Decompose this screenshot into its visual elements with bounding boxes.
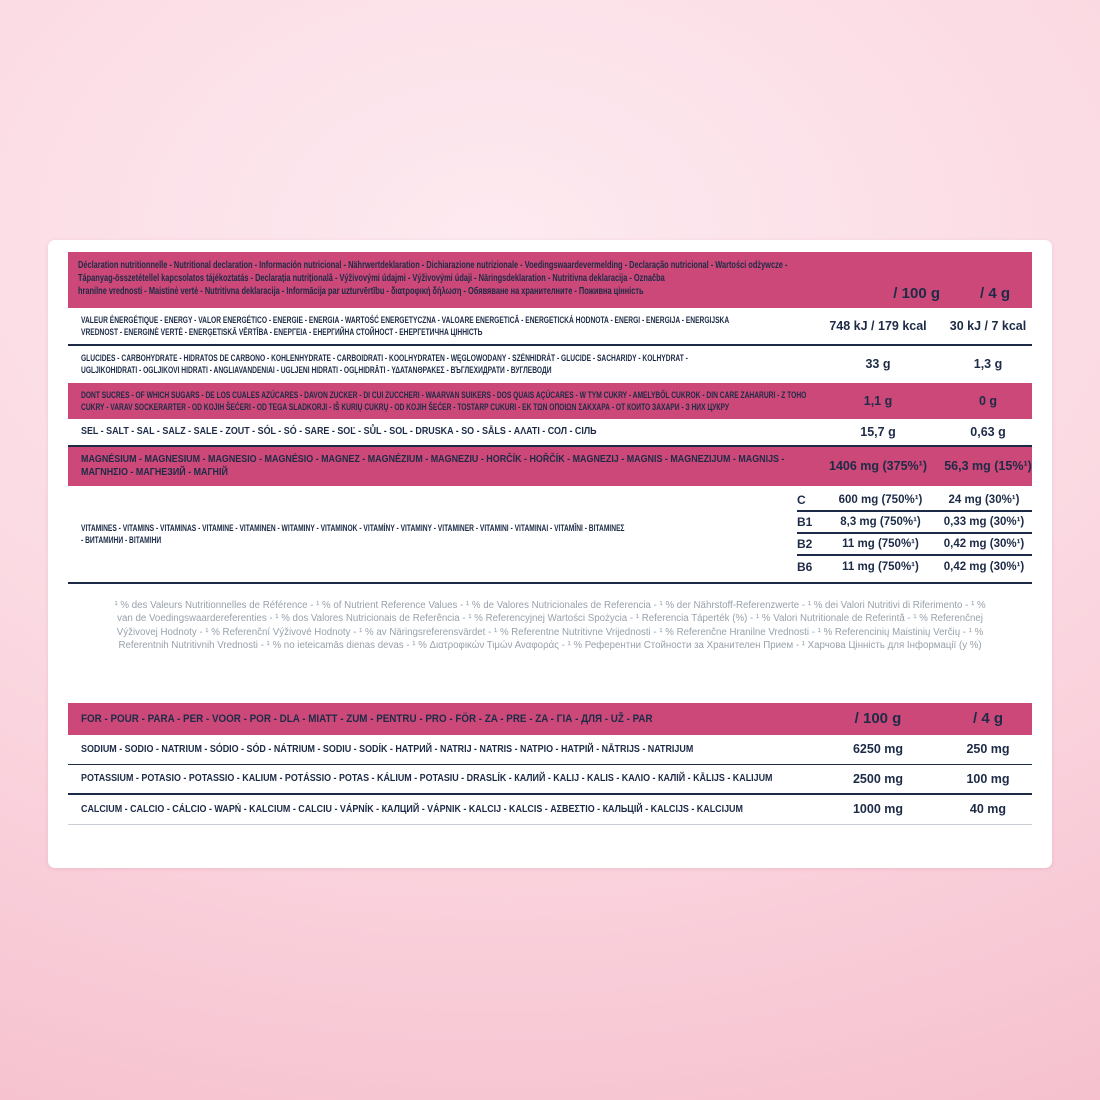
energy-per-100g: 748 kJ / 179 kcal: [829, 319, 927, 334]
per-4g-column-header: / 4 g: [979, 285, 1010, 302]
row-energy: VALEUR ÉNERGÉTIQUE - ENERGY - VALOR ENER…: [68, 308, 1032, 347]
energy-label: VALEUR ÉNERGÉTIQUE - ENERGY - VALOR ENER…: [81, 315, 730, 338]
vitamin-b6-row: B6 11 mg (750%¹) 0,42 mg (30%¹): [797, 556, 1032, 578]
magnesium-per-4g: 56,3 mg (15%¹): [944, 459, 1032, 474]
energy-per-4g: 30 kJ / 7 kcal: [949, 319, 1027, 334]
nutrition-declaration-header: Déclaration nutritionnelle - Nutritional…: [68, 252, 1032, 308]
vitamin-b2-per-4g: 0,42 mg (30%¹): [943, 537, 1025, 550]
vitamin-b2-per-100g: 11 mg (750%¹): [842, 537, 919, 550]
vitamin-b1-per-100g: 8,3 mg (750%¹): [840, 515, 921, 528]
salt-per-100g: 15,7 g: [860, 424, 896, 439]
vitamin-b6-per-100g: 11 mg (750%¹): [842, 560, 919, 573]
potassium-per-4g: 100 mg: [966, 771, 1010, 786]
row-salt: SEL - SALT - SAL - SALZ - SALE - ZOUT - …: [68, 419, 1032, 447]
row-sugars-highlighted: DONT SUCRES - OF WHICH SUGARS - DE LOS C…: [68, 382, 1032, 419]
row-magnesium-highlighted: MAGNÉSIUM - MAGNESIUM - MAGNESIO - MAGNÉ…: [68, 446, 1032, 486]
calcium-label: CALCIUM - CALCIO - CÁLCIO - WAPŃ - KALCI…: [81, 803, 743, 815]
nutrition-label-card: Déclaration nutritionnelle - Nutritional…: [48, 240, 1052, 868]
magnesium-per-100g: 1406 mg (375%¹): [829, 459, 927, 474]
carbohydrates-per-100g: 33 g: [865, 357, 891, 372]
calcium-per-100g: 1000 mg: [852, 802, 904, 817]
minerals-table-header: FOR - POUR - PARA - PER - VOOR - POR - D…: [68, 702, 1032, 735]
row-sodium: SODIUM - SODIO - NATRIUM - SÓDIO - SÓD -…: [68, 735, 1032, 765]
for-header-title: FOR - POUR - PARA - PER - VOOR - POR - D…: [81, 712, 653, 725]
vitamin-b1-row: B1 8,3 mg (750%¹) 0,33 mg (30%¹): [797, 512, 1032, 534]
sodium-per-100g: 6250 mg: [852, 742, 904, 757]
vitamins-subtable: C 600 mg (750%¹) 24 mg (30%¹) B1 8,3 mg …: [797, 490, 1032, 578]
row-potassium: POTASSIUM - POTASIO - POTASSIO - KALIUM …: [68, 765, 1032, 795]
row-calcium: CALCIUM - CALCIO - CÁLCIO - WAPŃ - KALCI…: [68, 795, 1032, 825]
sugars-per-4g: 0 g: [978, 393, 998, 408]
minerals-table: FOR - POUR - PARA - PER - VOOR - POR - D…: [68, 702, 1032, 825]
minerals-per-4g-header: / 4 g: [972, 710, 1003, 728]
potassium-label: POTASSIUM - POTASIO - POTASSIO - KALIUM …: [81, 773, 773, 785]
row-carbohydrates: GLUCIDES - CARBOHYDRATE - HIDRATOS DE CA…: [68, 346, 1032, 382]
sugars-label: DONT SUCRES - OF WHICH SUGARS - DE LOS C…: [81, 389, 807, 412]
salt-per-4g: 0,63 g: [970, 424, 1006, 439]
vitamin-c-per-4g: 24 mg (30%¹): [948, 493, 1020, 506]
row-vitamins: VITAMINES - VITAMINS - VITAMINAS - VITAM…: [68, 486, 1032, 584]
carbohydrates-per-4g: 1,3 g: [973, 357, 1003, 372]
vitamin-c-code: C: [797, 492, 806, 507]
vitamin-c-per-100g: 600 mg (750%¹): [838, 493, 923, 506]
calcium-per-4g: 40 mg: [969, 802, 1007, 817]
vitamin-b2-code: B2: [797, 536, 813, 551]
sugars-per-100g: 1,1 g: [863, 393, 893, 408]
per-100g-column-header: / 100 g: [893, 285, 940, 302]
vitamin-b1-code: B1: [797, 514, 813, 529]
vitamin-b6-code: B6: [797, 559, 813, 574]
vitamin-b6-per-4g: 0,42 mg (30%¹): [943, 560, 1025, 573]
reference-values-footnote: ¹ % des Valeurs Nutritionnelles de Référ…: [114, 599, 986, 652]
vitamin-b1-per-4g: 0,33 mg (30%¹): [943, 515, 1025, 528]
sodium-label: SODIUM - SODIO - NATRIUM - SÓDIO - SÓD -…: [81, 743, 694, 755]
vitamins-label: VITAMINES - VITAMINS - VITAMINAS - VITAM…: [81, 522, 625, 545]
minerals-per-100g-header: / 100 g: [854, 710, 902, 728]
header-title: Déclaration nutritionnelle - Nutritional…: [78, 260, 788, 298]
sodium-per-4g: 250 mg: [966, 742, 1010, 757]
vitamin-c-row: C 600 mg (750%¹) 24 mg (30%¹): [797, 490, 1032, 512]
carbohydrates-label: GLUCIDES - CARBOHYDRATE - HIDRATOS DE CA…: [81, 353, 688, 376]
magnesium-label: MAGNÉSIUM - MAGNESIUM - MAGNESIO - MAGNÉ…: [81, 453, 785, 479]
vitamin-b2-row: B2 11 mg (750%¹) 0,42 mg (30%¹): [797, 534, 1032, 556]
salt-label: SEL - SALT - SAL - SALZ - SALE - ZOUT - …: [81, 426, 597, 438]
potassium-per-100g: 2500 mg: [852, 771, 904, 786]
